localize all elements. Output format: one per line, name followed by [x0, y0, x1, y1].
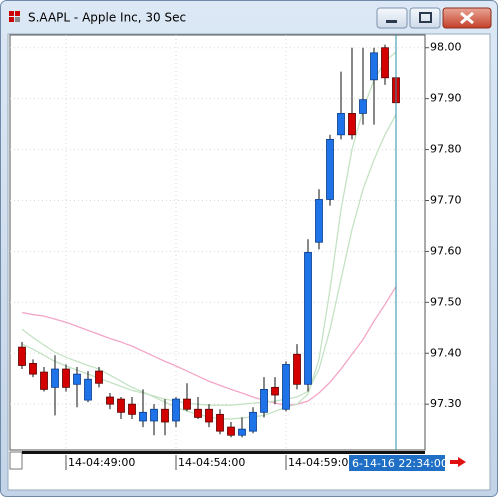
crosshair-label: 6-14-16 22:34:00	[352, 457, 448, 470]
candle-body	[205, 408, 213, 423]
candle-body	[337, 113, 345, 136]
y-tick-label: 97.80	[430, 143, 462, 156]
x-tick-label: 14-04:59:00	[288, 456, 355, 469]
candle-body	[304, 252, 312, 385]
candle-body	[95, 370, 103, 384]
candle-body	[216, 413, 224, 432]
y-tick-label: 97.90	[430, 92, 462, 105]
scroll-bar[interactable]	[22, 451, 425, 454]
candle-body	[194, 408, 202, 418]
y-tick-label: 98.00	[430, 41, 462, 54]
candle-body	[172, 398, 180, 422]
crosshair-label-bg	[349, 455, 445, 471]
y-tick-label: 97.40	[430, 346, 462, 359]
candle-body	[106, 396, 114, 405]
candle-body	[249, 411, 257, 432]
minimize-button[interactable]	[376, 7, 408, 29]
candle-body	[29, 363, 37, 375]
candle-body	[150, 408, 158, 422]
candle-body	[381, 47, 389, 79]
candle-body	[260, 389, 268, 413]
candle-body	[18, 346, 26, 366]
window-title: S.AAPL - Apple Inc, 30 Sec	[28, 11, 186, 25]
candle-body	[117, 398, 125, 413]
candle-body	[40, 371, 48, 390]
candle-body	[161, 408, 169, 423]
x-tick-label: 14-04:54:00	[178, 456, 245, 469]
candle-body	[348, 113, 356, 136]
candle-body	[73, 373, 81, 385]
app-icon	[9, 11, 20, 22]
candle-body	[293, 353, 301, 385]
candle-body	[370, 52, 378, 81]
x-tick-label: 14-04:49:00	[68, 456, 135, 469]
y-tick-label: 97.30	[430, 397, 462, 410]
candle-body	[326, 138, 334, 200]
candle-body	[227, 426, 235, 436]
candle-body	[271, 386, 279, 396]
candle-body	[84, 378, 92, 401]
scroll-right-arrow[interactable]	[450, 457, 466, 467]
candle-body	[183, 398, 191, 410]
y-tick-label: 97.70	[430, 193, 462, 206]
candle-body	[139, 411, 147, 422]
candle-body	[359, 99, 367, 114]
candle-body	[62, 368, 70, 388]
candle-body	[128, 403, 136, 415]
candle-body	[51, 368, 59, 388]
maximize-button[interactable]	[409, 7, 441, 29]
y-tick-label: 97.50	[430, 295, 462, 308]
y-tick-label: 97.60	[430, 244, 462, 257]
candle-body	[315, 199, 323, 243]
candle-body	[282, 364, 290, 410]
checkbox[interactable]	[9, 451, 23, 470]
close-button[interactable]	[442, 7, 492, 29]
moving-average	[21, 286, 397, 406]
candle-body	[238, 428, 246, 436]
